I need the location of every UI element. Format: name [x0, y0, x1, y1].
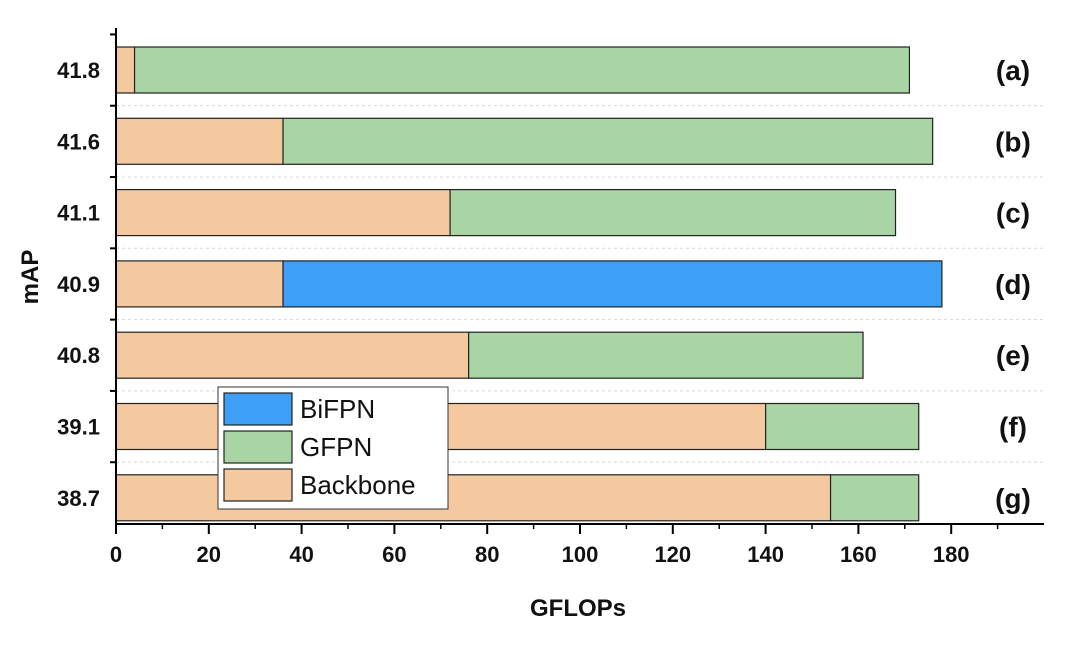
x-tick-label: 40 — [289, 542, 313, 567]
tick-labels: 41.8 (a) 41.6 (b) 41.1 (c) 40.9 (d) 40.8 (e) 39.1 (… — [57, 55, 1031, 567]
legend-label-bifpn: BiFPN — [300, 394, 375, 424]
bar-gfpn-5 — [764, 402, 920, 451]
bar-backbone-2 — [115, 189, 451, 237]
bar-gfpn-6 — [829, 474, 920, 522]
x-tick-label: 160 — [840, 542, 877, 567]
grid-lines — [116, 105, 1044, 463]
y-tick-label: 38.7 — [57, 486, 100, 511]
y-tick-label: 41.8 — [57, 58, 100, 83]
legend-swatch-bifpn — [223, 392, 293, 426]
x-tick-label: 0 — [110, 542, 122, 567]
row-tag: (b) — [995, 126, 1031, 157]
bar-backbone-0 — [115, 46, 136, 94]
y-tick-label: 40.9 — [57, 272, 100, 297]
row-tag: (f) — [999, 412, 1027, 443]
y-tick-label: 39.1 — [57, 415, 100, 440]
x-tick-label: 180 — [933, 542, 970, 567]
x-tick-label: 140 — [747, 542, 784, 567]
row-tag: (d) — [995, 269, 1031, 300]
bar-gfpn-4 — [468, 331, 864, 379]
legend-swatch-backbone — [223, 468, 293, 502]
x-tick-label: 100 — [562, 542, 599, 567]
legend: BiFPN GFPN Backbone — [217, 386, 449, 510]
x-tick-label: 20 — [197, 542, 221, 567]
bar-backbone-1 — [115, 117, 284, 165]
x-tick-label: 120 — [654, 542, 691, 567]
row-tag: (c) — [996, 198, 1030, 229]
bar-gfpn-0 — [133, 46, 911, 94]
bar-backbone-4 — [115, 331, 470, 379]
y-tick-label: 41.1 — [57, 201, 100, 226]
x-tick-label: 60 — [382, 542, 406, 567]
row-tag: (e) — [996, 340, 1030, 371]
bar-gfpn-2 — [449, 189, 897, 237]
x-tick-label: 80 — [475, 542, 499, 567]
axes — [110, 28, 1044, 534]
bar-gfpn-1 — [282, 117, 934, 165]
legend-label-backbone: Backbone — [300, 470, 416, 500]
x-axis-title: GFLOPs — [530, 595, 626, 622]
legend-label-gfpn: GFPN — [300, 432, 372, 462]
row-tag: (g) — [995, 483, 1031, 514]
bar-backbone-3 — [115, 260, 284, 308]
bar-bifpn-3 — [282, 260, 943, 308]
y-axis-title: mAP — [17, 250, 44, 305]
legend-swatch-gfpn — [223, 430, 293, 464]
y-tick-label: 40.8 — [57, 343, 100, 368]
row-tag: (a) — [996, 55, 1030, 86]
y-tick-label: 41.6 — [57, 129, 100, 154]
